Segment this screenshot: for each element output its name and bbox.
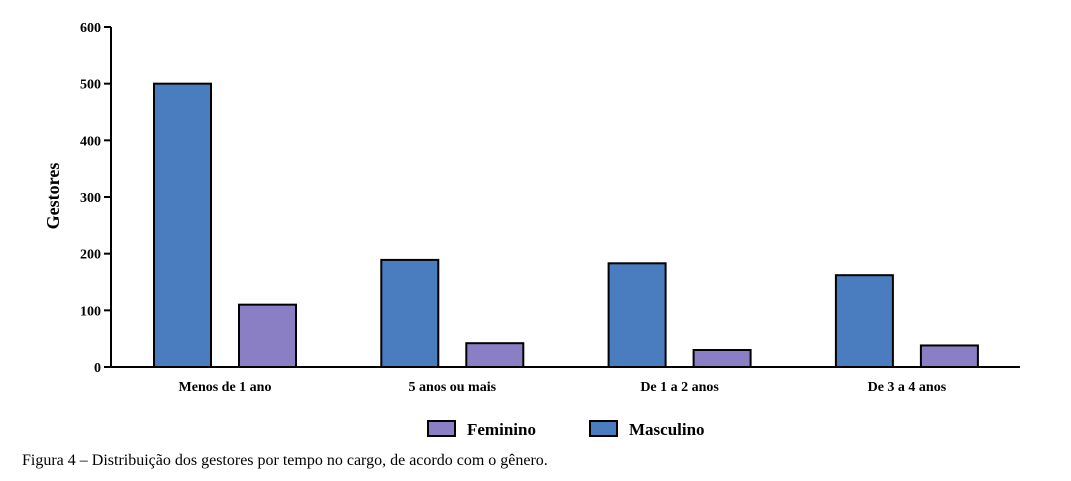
category-labels: Menos de 1 ano 5 anos ou mais De 1 a 2 ano… — [179, 380, 947, 395]
y-tick-label: 400 — [80, 134, 101, 149]
bar-masculino — [607, 262, 667, 368]
bar-chart: Gestores 0 100 200 300 400 500 600 Menos de 1 … — [43, 21, 1020, 439]
bar-feminino — [465, 342, 525, 369]
y-axis-label: Gestores — [43, 163, 63, 230]
x-category-label: Menos de 1 ano — [179, 380, 272, 395]
bar-masculino — [380, 258, 440, 368]
legend-swatch-feminino — [427, 420, 456, 437]
legend: Feminino Masculino — [427, 420, 705, 439]
bars — [153, 82, 979, 369]
y-tick-label: 100 — [80, 304, 101, 319]
bar-masculino — [834, 274, 894, 369]
y-axis-label-group: Gestores — [43, 163, 63, 230]
y-tick-label: 500 — [80, 78, 101, 93]
bar-feminino — [238, 303, 297, 368]
y-tick-label: 200 — [80, 248, 101, 263]
x-category-label: De 1 a 2 anos — [640, 380, 719, 395]
y-tick-label: 600 — [80, 21, 101, 36]
legend-swatch-masculino — [589, 420, 618, 437]
y-tick-label: 0 — [94, 361, 101, 376]
x-category-label: 5 anos ou mais — [409, 380, 497, 395]
y-tick-label: 300 — [80, 191, 101, 206]
legend-label-masculino: Masculino — [629, 420, 705, 439]
bar-feminino — [692, 349, 752, 368]
bar-masculino — [153, 82, 212, 369]
bar-feminino — [919, 344, 979, 369]
figure-caption: Figura 4 – Distribuição dos gestores por… — [22, 452, 548, 469]
legend-label-feminino: Feminino — [467, 420, 536, 439]
y-ticks: 0 100 200 300 400 500 600 — [80, 21, 111, 376]
x-category-label: De 3 a 4 anos — [868, 380, 947, 395]
